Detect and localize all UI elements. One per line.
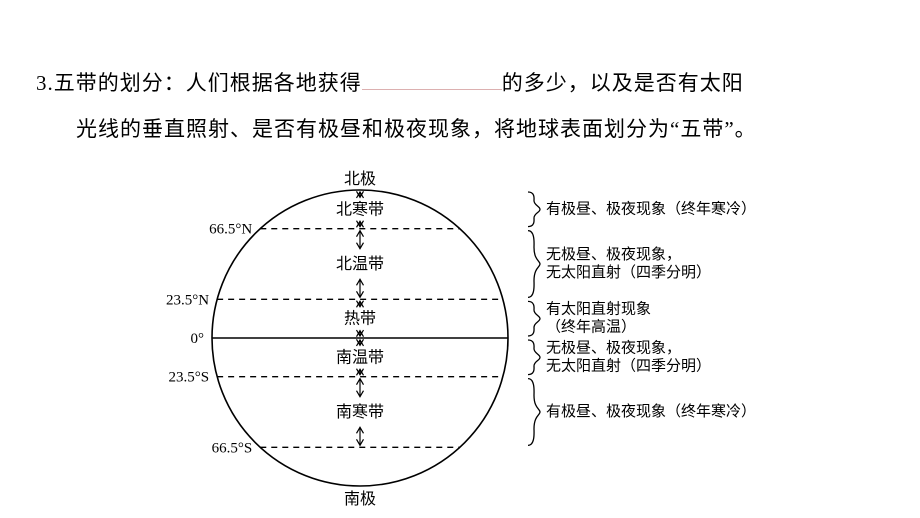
lat-label: 66.5°N	[209, 222, 252, 238]
zone-name: 南寒带	[336, 402, 384, 421]
zone-name: 热带	[344, 310, 376, 328]
zone-name: 南温带	[336, 348, 384, 366]
five-zones-diagram: 66.5°N23.5°N0°23.5°S66.5°S北极南极北寒带有极昼、极夜现…	[130, 166, 830, 506]
q-num: 3.	[36, 71, 54, 95]
zone-name: 北温带	[336, 255, 384, 273]
lat-label: 23.5°S	[169, 370, 210, 386]
q-seg3: 光线的垂直照射、是否有极昼和极夜现象，将地球表面划分为“五带”。	[76, 117, 757, 141]
zone-desc: （终年高温）	[546, 319, 636, 336]
brace	[528, 192, 540, 227]
zone-desc: 有极昼、极夜现象（终年寒冷）	[546, 199, 756, 217]
brace	[528, 301, 540, 336]
north-pole-label: 北极	[344, 170, 376, 188]
brace	[528, 379, 540, 446]
zone-desc: 有太阳直射现象	[546, 301, 651, 318]
diagram-svg: 66.5°N23.5°N0°23.5°S66.5°S北极南极北寒带有极昼、极夜现…	[130, 166, 830, 506]
q-seg1: 五带的划分：人们根据各地获得	[54, 71, 362, 95]
south-pole-label: 南极	[344, 490, 376, 506]
lat-label: 23.5°N	[166, 292, 209, 308]
lat-label: 66.5°S	[212, 440, 253, 456]
brace	[528, 340, 540, 375]
q-seg2: 的多少，以及是否有太阳	[502, 71, 744, 95]
zone-desc: 无极昼、极夜现象，	[546, 246, 681, 263]
lat-label: 0°	[191, 331, 205, 347]
zone-desc: 无极昼、极夜现象，	[546, 339, 681, 356]
zone-desc: 无太阳直射（四季分明）	[546, 357, 711, 374]
zone-name: 北寒带	[336, 199, 384, 218]
question-text: 3.五带的划分：人们根据各地获得 的多少，以及是否有太阳 光线的垂直照射、是否有极…	[36, 60, 884, 152]
zone-desc: 有极昼、极夜现象（终年寒冷）	[546, 402, 756, 420]
zone-desc: 无太阳直射（四季分明）	[546, 264, 711, 281]
brace	[528, 231, 540, 298]
fill-blank[interactable]	[362, 68, 502, 90]
